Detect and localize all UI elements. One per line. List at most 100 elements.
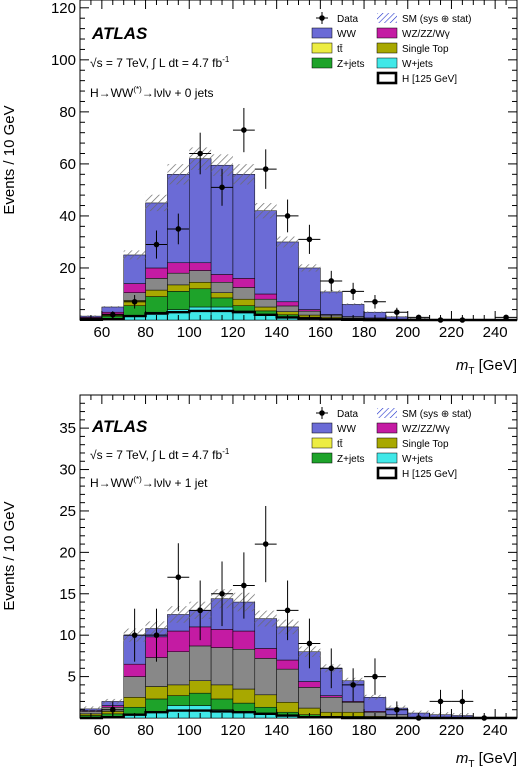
- bar-z-jets: [189, 692, 212, 706]
- y-tick-label: 80: [59, 104, 76, 121]
- legend-data-marker: [319, 410, 325, 416]
- bar-z-jets: [145, 296, 168, 313]
- axes: 60 80 100 120 140 160 180 200 220 240 20 40 60 80 100 1…: [51, 0, 518, 341]
- data-point: [372, 298, 378, 305]
- sm-band-bin: [167, 164, 190, 185]
- sm-band-bin: [254, 610, 277, 627]
- atlas-logo: ATLAS: [91, 417, 148, 436]
- x-tick-label: 120: [220, 722, 245, 739]
- sm-band-bin: [342, 303, 365, 306]
- legend-item: WZ/ZZ/Wγ: [376, 27, 450, 40]
- bar-wz-zz-w-: [145, 267, 168, 279]
- bar-z-jets: [189, 288, 212, 308]
- bar-wz-zz-w-: [298, 681, 321, 688]
- y-tick-label: 20: [59, 544, 76, 561]
- legend-swatch: [311, 452, 333, 464]
- sm-band-bin: [80, 706, 102, 712]
- x-tick-label: 60: [94, 324, 111, 341]
- bar-ww: [298, 267, 321, 310]
- legend-band-swatch: [377, 13, 397, 23]
- x-tick-label: 200: [395, 722, 420, 739]
- bar-single-top: [145, 686, 168, 700]
- bar-tt-: [254, 298, 277, 308]
- data-point: [262, 541, 269, 547]
- legend-higgs-swatch: [376, 71, 398, 85]
- bar-tt-: [298, 310, 321, 316]
- y-tick-label: 15: [59, 586, 76, 603]
- legend-swatch: [311, 57, 333, 69]
- x-tick-label: 240: [483, 722, 508, 739]
- y-tick-label: 120: [51, 0, 76, 17]
- channel-label: H→WW(*)→lνlν + 0 jets: [90, 85, 213, 100]
- data-points: [101, 107, 517, 323]
- sm-band-bin: [364, 694, 386, 700]
- legend-label: Single Top: [402, 44, 449, 55]
- bar-z-jets: [254, 706, 277, 714]
- legend-item: H [125 GeV]: [376, 466, 457, 480]
- bar-wz-zz-w-: [276, 659, 299, 670]
- bar-single-top: [254, 694, 277, 708]
- bar-wz-zz-w-: [254, 648, 277, 659]
- data-point: [109, 311, 116, 318]
- y-tick-label: 40: [59, 208, 76, 225]
- bar-wz-zz-w-: [167, 630, 190, 652]
- data-point: [284, 213, 291, 219]
- legend-item: Data: [316, 407, 359, 420]
- data-point: [131, 298, 138, 305]
- bar-wz-zz-w-: [254, 293, 277, 300]
- bar-ww: [341, 304, 365, 317]
- y-tick-label: 35: [59, 420, 76, 437]
- bar-z-jets: [167, 695, 190, 706]
- data-point: [262, 166, 269, 172]
- y-tick-label: 5: [68, 669, 76, 686]
- data-point: [394, 309, 400, 315]
- lumi-label: √s = 7 TeV, ∫ L dt = 4.7 fb-1: [90, 447, 230, 462]
- x-tick-label: 180: [352, 324, 377, 341]
- bar-single-top: [145, 289, 168, 297]
- bar-tt-: [189, 645, 212, 681]
- bar-wz-zz-w-: [123, 283, 146, 293]
- bar-ww: [232, 174, 256, 279]
- bar-single-top: [189, 680, 212, 694]
- y-axis-title: Events / 10 GeV: [1, 105, 18, 214]
- x-tick-label: 160: [308, 324, 333, 341]
- data-point: [350, 288, 356, 295]
- bar-tt-: [210, 647, 234, 686]
- lumi-label: √s = 7 TeV, ∫ L dt = 4.7 fb-1: [90, 55, 230, 70]
- bar-tt-: [232, 649, 256, 690]
- bar-ww: [254, 210, 277, 295]
- legend-swatch: [376, 452, 398, 464]
- bar-z-jets: [210, 698, 234, 710]
- bar-z-jets: [167, 291, 190, 310]
- legend-label: WW: [337, 29, 356, 40]
- bar-single-top: [167, 684, 190, 696]
- legend-swatch: [311, 27, 333, 39]
- bar-tt-: [167, 651, 190, 686]
- legend-item: H [125 GeV]: [376, 71, 457, 85]
- legend-label: W+jets: [402, 59, 433, 70]
- sm-band-bin: [211, 154, 233, 177]
- bar-wz-zz-w-: [167, 262, 190, 274]
- legend-item: SM (sys ⊕ stat): [377, 13, 472, 25]
- legend-swatch: [376, 57, 398, 69]
- data-point: [153, 632, 160, 638]
- bar-tt-: [145, 657, 168, 687]
- x-tick-label: 240: [483, 324, 508, 341]
- legend-label: SM (sys ⊕ stat): [402, 409, 472, 420]
- legend-item: Single Top: [376, 42, 449, 55]
- bar-z-jets: [145, 698, 168, 712]
- bar-tt-: [232, 287, 256, 300]
- legend-label: WW: [337, 424, 356, 435]
- legend-item: Single Top: [376, 437, 449, 450]
- legend-label: Single Top: [402, 439, 449, 450]
- bar-single-top: [232, 298, 256, 306]
- data-point: [350, 682, 356, 688]
- bar-tt-: [341, 702, 365, 713]
- bar-tt-: [145, 278, 168, 291]
- y-axis-title: Events / 10 GeV: [1, 501, 18, 610]
- data-point: [437, 698, 444, 705]
- bar-single-top: [210, 292, 234, 299]
- sm-band-bin: [123, 250, 146, 260]
- x-tick-label: 60: [94, 722, 111, 739]
